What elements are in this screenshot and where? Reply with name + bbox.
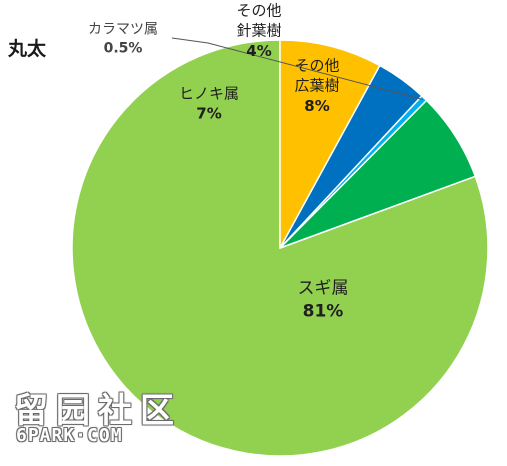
slice-category-label: ヒノキ属: [179, 84, 239, 102]
slice-category-label: スギ属: [298, 279, 349, 299]
slice-value-label: 0.5%: [104, 41, 143, 57]
watermark-latin-text: 6PARK·COM: [16, 425, 123, 446]
slice-category-label: その他: [236, 1, 281, 19]
slice-value-label: 4%: [246, 42, 271, 60]
slice-category-label: カラマツ属: [88, 22, 158, 38]
slice-value-label: 8%: [304, 97, 329, 115]
slice-label: カラマツ属 0.5%: [88, 22, 158, 57]
slice-value-label: 81%: [303, 302, 344, 322]
pie-slice: [71, 39, 489, 457]
slice-label: スギ属 81%: [298, 279, 349, 322]
leader-line: [171, 37, 423, 100]
chart-title: 丸太: [8, 38, 47, 60]
slice-category-label: 針葉樹: [236, 22, 281, 40]
pie-slice: [279, 39, 381, 249]
slice-category-label: その他: [294, 56, 339, 74]
slice-category-label: 広葉樹: [294, 77, 339, 95]
slice-value-label: 7%: [196, 105, 221, 123]
watermark-logo: 留园社区 6PARK·COM: [14, 383, 204, 453]
watermark-cjk-text: 留园社区: [14, 391, 182, 431]
slice-label: ヒノキ属 7%: [179, 84, 239, 122]
